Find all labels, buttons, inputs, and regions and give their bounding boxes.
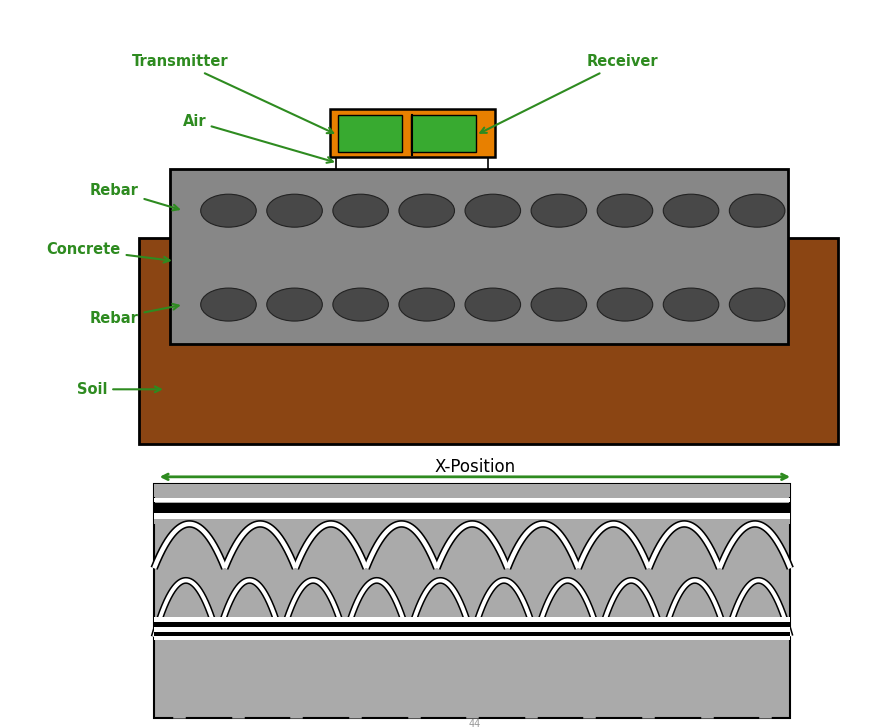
Bar [139, 238, 838, 444]
Bar [154, 622, 790, 627]
Bar [170, 169, 788, 344]
Bar [154, 483, 790, 718]
Ellipse shape [201, 194, 256, 227]
Bar [154, 622, 790, 627]
Bar [154, 497, 790, 502]
Bar [154, 636, 790, 640]
Text: Concrete: Concrete [47, 242, 169, 262]
Bar [330, 108, 495, 156]
Ellipse shape [598, 288, 652, 321]
Text: Air: Air [183, 114, 333, 163]
Bar [154, 632, 790, 636]
Ellipse shape [465, 194, 521, 227]
Text: 44: 44 [469, 719, 481, 727]
Ellipse shape [663, 288, 719, 321]
Ellipse shape [598, 194, 652, 227]
Bar [154, 483, 790, 497]
Ellipse shape [333, 288, 389, 321]
Text: Soil: Soil [77, 382, 160, 397]
Text: Rebar: Rebar [90, 304, 178, 326]
Bar [154, 627, 790, 632]
Ellipse shape [267, 288, 323, 321]
Text: Receiver: Receiver [480, 55, 659, 133]
Ellipse shape [729, 288, 785, 321]
Bar [154, 519, 790, 524]
Ellipse shape [333, 194, 389, 227]
Ellipse shape [531, 288, 587, 321]
Ellipse shape [663, 194, 719, 227]
Bar [154, 636, 790, 640]
Text: Transmitter: Transmitter [132, 55, 333, 133]
Bar [154, 503, 790, 513]
Bar [336, 156, 488, 169]
Bar [154, 617, 790, 622]
Bar [154, 513, 790, 519]
Ellipse shape [465, 288, 521, 321]
Bar [411, 115, 476, 152]
Ellipse shape [267, 194, 323, 227]
Ellipse shape [201, 288, 256, 321]
Bar [154, 627, 790, 632]
Ellipse shape [399, 194, 454, 227]
Text: Rebar: Rebar [90, 182, 179, 210]
Bar [154, 632, 790, 636]
Ellipse shape [399, 288, 454, 321]
Bar [338, 115, 402, 152]
Ellipse shape [531, 194, 587, 227]
Bar [154, 617, 790, 622]
Ellipse shape [729, 194, 785, 227]
Text: X-Position: X-Position [435, 457, 515, 475]
